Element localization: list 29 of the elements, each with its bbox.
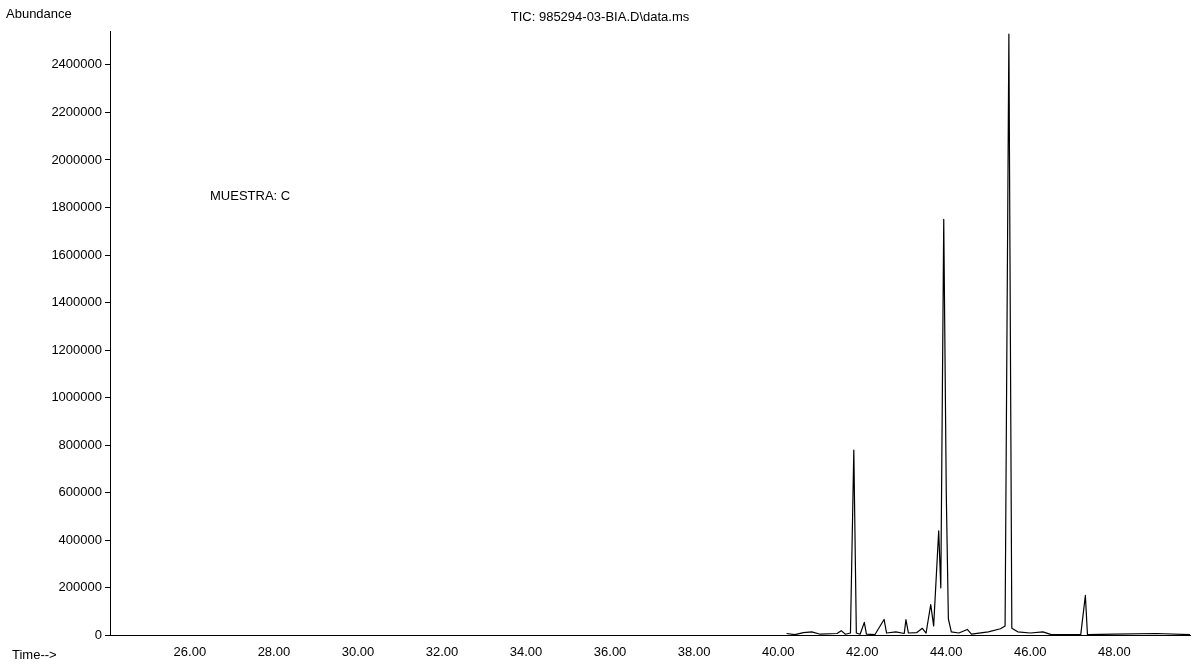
y-tick-label: 1400000 (51, 294, 102, 310)
x-tick-label: 28.00 (257, 643, 291, 659)
x-tick-label: 38.00 (677, 643, 711, 659)
x-tick-label: 26.00 (173, 643, 207, 659)
y-tick-label: 2000000 (51, 151, 102, 167)
chart-title: TIC: 985294-03-BIA.D\data.ms (510, 9, 690, 25)
y-tick-label: 800000 (58, 436, 102, 452)
y-axis-title: Abundance (6, 6, 72, 22)
y-tick-label: 400000 (58, 531, 102, 547)
x-tick-label: 34.00 (509, 643, 543, 659)
x-tick-label: 44.00 (929, 643, 963, 659)
y-tick-label: 1200000 (51, 341, 102, 357)
x-tick-label: 30.00 (341, 643, 375, 659)
y-tick-label: 1800000 (51, 199, 102, 215)
x-tick-label: 32.00 (425, 643, 459, 659)
x-tick-label: 40.00 (761, 643, 795, 659)
y-tick-label: 1600000 (51, 246, 102, 262)
y-tick-label: 2400000 (51, 56, 102, 72)
x-tick-label: 48.00 (1098, 643, 1131, 659)
x-tick-label: 36.00 (593, 643, 627, 659)
y-tick-label: 2200000 (51, 104, 102, 119)
x-axis-title: Time--> (12, 646, 57, 662)
y-tick-label: 200000 (58, 579, 102, 595)
annotation: MUESTRA: C (210, 188, 291, 204)
y-tick-label: 0 (94, 626, 102, 642)
x-tick-label: 46.00 (1014, 643, 1047, 659)
y-tick-label: 1000000 (51, 389, 102, 405)
y-tick-label: 600000 (58, 484, 102, 500)
x-tick-label: 42.00 (845, 643, 879, 659)
